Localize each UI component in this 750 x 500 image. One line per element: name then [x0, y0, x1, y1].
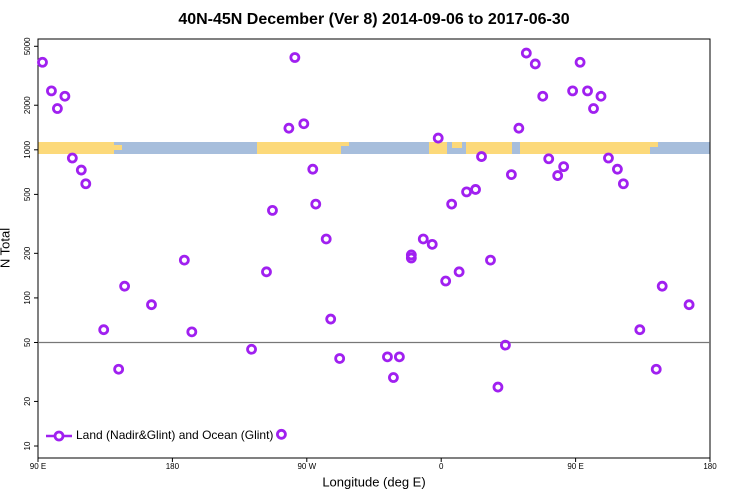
point [582, 85, 593, 97]
point [453, 266, 465, 278]
y-tick-label: 500 [23, 187, 32, 201]
point [476, 151, 487, 162]
point [485, 254, 496, 266]
point [382, 351, 393, 363]
point [492, 381, 504, 393]
point [246, 343, 257, 355]
point [80, 178, 92, 190]
point [417, 233, 429, 245]
point [446, 198, 458, 210]
x-tick-label: 0 [439, 462, 444, 471]
point [113, 363, 125, 375]
point [289, 52, 301, 63]
point [440, 275, 452, 287]
legend-label: Land (Nadir&Glint) and Ocean (Glint) [76, 428, 273, 442]
point [537, 90, 549, 102]
x-tick-label: 180 [166, 462, 180, 471]
point [513, 122, 525, 134]
point [98, 324, 110, 336]
point [178, 254, 190, 266]
point [574, 56, 586, 68]
point [66, 152, 78, 164]
y-tick-label: 200 [23, 246, 32, 260]
point [650, 363, 662, 375]
plot-frame [37, 38, 711, 459]
point [470, 184, 481, 195]
point [529, 58, 541, 70]
x-tick-label: 90 E [567, 462, 583, 471]
point [310, 198, 322, 210]
point [334, 353, 346, 364]
chart-title: 40N-45N December (Ver 8) 2014-09-06 to 2… [178, 11, 569, 28]
point [595, 90, 607, 102]
point [320, 233, 332, 245]
point [276, 428, 287, 440]
point [683, 299, 695, 311]
point [307, 163, 319, 175]
y-tick-label: 5000 [23, 37, 32, 55]
point [617, 178, 629, 190]
point [59, 90, 71, 102]
point [588, 103, 599, 114]
point [146, 299, 157, 311]
y-tick-label: 1000 [23, 140, 32, 158]
y-tick-label: 2000 [23, 96, 32, 114]
y-tick-label: 100 [23, 291, 32, 305]
legend-marker [53, 430, 65, 442]
land-ocean-strip [38, 142, 710, 154]
x-axis-label: Longitude (deg E) [322, 474, 425, 489]
point [552, 170, 564, 181]
point [558, 161, 570, 173]
point [656, 280, 668, 292]
point [634, 324, 646, 336]
point [461, 186, 472, 198]
point [567, 85, 579, 97]
point [46, 85, 57, 97]
point [119, 280, 131, 292]
point [75, 164, 87, 176]
x-tick-label: 180 [703, 462, 717, 471]
point [283, 122, 295, 134]
point [52, 103, 63, 114]
point [186, 326, 198, 338]
y-axis-label: N Total [0, 228, 12, 268]
x-tick-label: 90 W [297, 462, 316, 471]
point [432, 132, 444, 144]
point [500, 339, 511, 351]
point [388, 372, 399, 383]
point [612, 163, 623, 175]
point [37, 56, 48, 68]
point [325, 313, 337, 325]
point [603, 152, 614, 164]
point [393, 351, 405, 363]
point [405, 252, 417, 264]
y-tick-label: 50 [23, 337, 32, 346]
point [543, 153, 555, 165]
point [261, 266, 272, 278]
point [298, 118, 310, 130]
y-tick-label: 20 [23, 396, 32, 405]
point [426, 238, 438, 250]
y-tick-label: 10 [23, 441, 32, 450]
x-tick-label: 90 E [30, 462, 46, 471]
point [267, 204, 278, 216]
point [505, 169, 517, 181]
point [520, 47, 532, 59]
